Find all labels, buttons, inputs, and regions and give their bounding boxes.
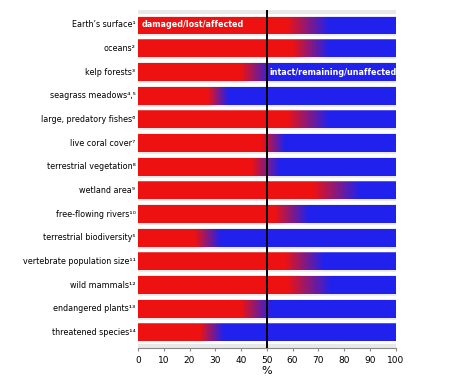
Text: terrestrial vegetation⁸: terrestrial vegetation⁸ (46, 162, 135, 171)
Text: seagrass meadows⁴,⁵: seagrass meadows⁴,⁵ (50, 91, 135, 100)
X-axis label: %: % (261, 366, 272, 377)
Text: damaged/lost/affected: damaged/lost/affected (141, 21, 244, 29)
Text: kelp forests³: kelp forests³ (85, 68, 135, 77)
Text: oceans²: oceans² (103, 44, 135, 53)
Text: Earth’s surface¹: Earth’s surface¹ (72, 21, 135, 29)
Text: large, predatory fishes⁶: large, predatory fishes⁶ (41, 115, 135, 124)
Text: terrestrial biodiversity⁵: terrestrial biodiversity⁵ (43, 233, 135, 242)
Text: wild mammals¹²: wild mammals¹² (70, 280, 135, 290)
Text: wetland area⁹: wetland area⁹ (79, 186, 135, 195)
Text: threatened species¹⁴: threatened species¹⁴ (51, 328, 135, 337)
Text: vertebrate population size¹¹: vertebrate population size¹¹ (22, 257, 135, 266)
Text: endangered plants¹³: endangered plants¹³ (53, 304, 135, 313)
Text: intact/remaining/unaffected: intact/remaining/unaffected (269, 68, 396, 77)
Text: live coral cover⁷: live coral cover⁷ (70, 139, 135, 147)
Text: free-flowing rivers¹⁰: free-flowing rivers¹⁰ (56, 210, 135, 218)
